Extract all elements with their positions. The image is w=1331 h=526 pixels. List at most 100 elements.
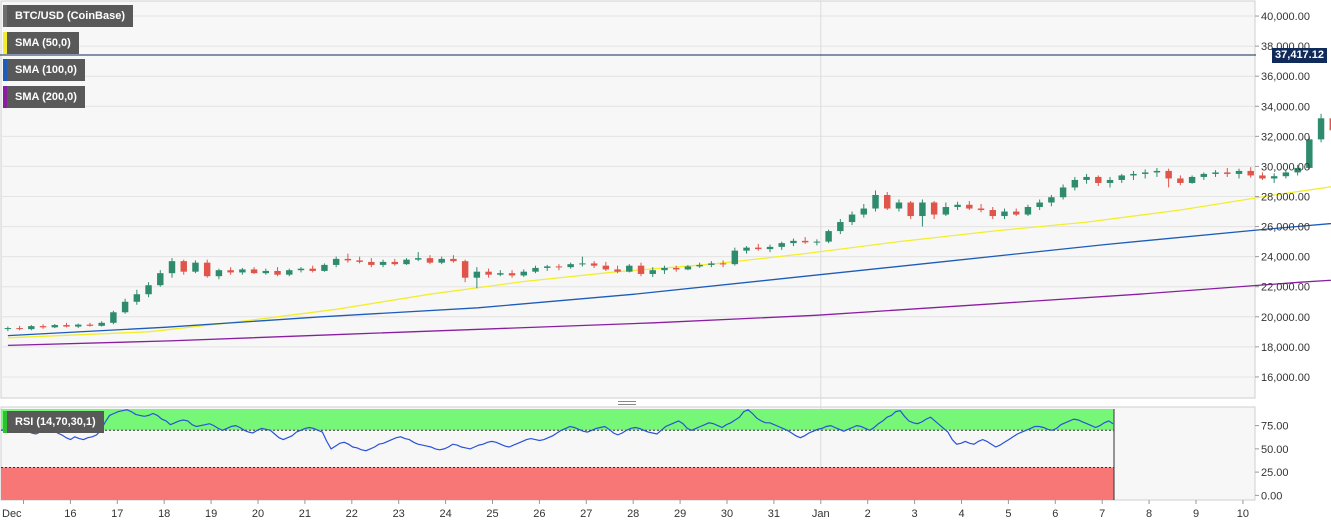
candle-body-up xyxy=(1141,172,1149,174)
legend-sma100[interactable]: SMA (100,0) xyxy=(3,59,85,81)
candle-body-down xyxy=(930,202,938,215)
candle-body-down xyxy=(16,328,23,330)
price-pane[interactable] xyxy=(0,0,1256,399)
price-tick-label: 16,000.00 xyxy=(1261,372,1310,384)
candle-body-up xyxy=(649,270,656,274)
candle-body-down xyxy=(250,269,258,274)
rsi-line xyxy=(0,409,1114,452)
candle-body-up xyxy=(145,285,152,295)
candle-body-up xyxy=(708,263,715,265)
candle-body-up xyxy=(438,258,445,263)
candle-body-up xyxy=(1282,172,1290,177)
candle-body-up xyxy=(626,265,633,272)
date-tick-label: 4 xyxy=(958,508,964,520)
candle-body-down xyxy=(989,210,996,217)
candle-body-up xyxy=(848,214,856,223)
legend-symbol[interactable]: BTC/USD (CoinBase) xyxy=(3,5,134,27)
legend-sma50-swatch xyxy=(3,32,7,54)
date-tick-label: 21 xyxy=(299,508,311,520)
candle-body-up xyxy=(1200,173,1208,177)
candlesticks xyxy=(4,113,1331,332)
resize-grip-line xyxy=(618,401,636,402)
candle-body-down xyxy=(637,265,645,274)
candle-body-down xyxy=(755,247,762,250)
candle-body-up xyxy=(332,258,340,265)
candle-body-up xyxy=(942,207,950,215)
candle-body-up xyxy=(297,268,305,271)
price-tick-label: 18,000.00 xyxy=(1261,342,1310,354)
candle-body-up xyxy=(661,267,668,271)
axes: 16,000.00 18,000.00 20,000.00 22,000.00 24,0… xyxy=(2,11,1310,520)
candle-body-up xyxy=(743,247,750,251)
price-tick-label: 32,000.00 xyxy=(1261,131,1310,143)
price-tick-label: 34,000.00 xyxy=(1261,101,1310,113)
candle-body-down xyxy=(1259,175,1266,179)
candle-body-up xyxy=(215,270,223,277)
candle-body-up xyxy=(1294,167,1301,173)
candle-body-up xyxy=(286,270,293,275)
date-tick-label: 30 xyxy=(721,508,733,520)
candle-body-up xyxy=(860,208,868,215)
overbought-zone xyxy=(1,409,1114,431)
date-tick-label: 25 xyxy=(486,508,498,520)
candle-body-up xyxy=(813,241,821,243)
candle-body-up xyxy=(51,325,58,328)
date-tick-label: 18 xyxy=(158,508,170,520)
legend-rsi[interactable]: RSI (14,70,30,1) xyxy=(3,411,104,433)
candle-body-down xyxy=(344,258,352,261)
candle-body-up xyxy=(731,250,739,265)
pane-resize-handle[interactable] xyxy=(618,399,636,406)
candle-body-down xyxy=(356,260,363,262)
candle-body-up xyxy=(1024,207,1032,215)
candle-body-up xyxy=(1118,175,1125,180)
candle-body-up xyxy=(28,326,35,330)
candle-body-up xyxy=(4,328,12,330)
candle-body-up xyxy=(543,266,551,268)
rsi-tick-label: 25.00 xyxy=(1261,467,1289,479)
date-tick-label: 10 xyxy=(1237,508,1249,520)
candle-body-up xyxy=(790,240,797,244)
sma-line xyxy=(7,279,1331,347)
candle-body-up xyxy=(74,324,82,327)
price-tick-label: 30,000.00 xyxy=(1261,161,1310,173)
candle-body-down xyxy=(180,261,187,272)
sma-line xyxy=(7,222,1331,337)
sma-lines xyxy=(7,186,1331,347)
candle-body-down xyxy=(1329,118,1331,131)
date-tick-label: 5 xyxy=(1005,508,1011,520)
candle-body-up xyxy=(239,269,246,273)
date-tick-label: 19 xyxy=(205,508,217,520)
rsi-tick-label: 50.00 xyxy=(1261,444,1289,456)
candle-body-down xyxy=(39,326,47,328)
candle-body-up xyxy=(1036,202,1043,208)
candle-body-down xyxy=(977,208,985,211)
price-tick-label: 20,000.00 xyxy=(1261,312,1310,324)
candle-body-up xyxy=(168,261,176,274)
candle-body-up xyxy=(532,267,539,272)
candle-body-up xyxy=(872,194,879,209)
legend-sma50-label: SMA (50,0) xyxy=(15,37,71,49)
candle-body-down xyxy=(227,270,234,273)
candle-body-down xyxy=(555,266,563,268)
date-tick-label: 17 xyxy=(111,508,123,520)
candle-body-up xyxy=(133,294,141,302)
legend-sma200[interactable]: SMA (200,0) xyxy=(3,86,85,108)
candle-body-down xyxy=(426,258,434,263)
candle-body-down xyxy=(719,263,727,265)
sma-line xyxy=(7,186,1331,339)
candle-body-up xyxy=(321,264,328,271)
candle-body-up xyxy=(919,202,926,217)
candle-body-up xyxy=(1130,173,1137,176)
candle-body-down xyxy=(368,261,375,265)
candle-body-down xyxy=(1247,170,1254,176)
candle-body-up xyxy=(520,271,527,276)
legend-sma50[interactable]: SMA (50,0) xyxy=(3,32,79,54)
candle-body-up xyxy=(778,243,785,247)
date-tick-label: Jan xyxy=(812,508,830,520)
candle-body-up xyxy=(157,273,164,286)
date-tick-label: 6 xyxy=(1052,508,1058,520)
price-tick-label: 22,000.00 xyxy=(1261,282,1310,294)
candle-body-up xyxy=(415,258,422,260)
date-tick-label: 20 xyxy=(252,508,264,520)
